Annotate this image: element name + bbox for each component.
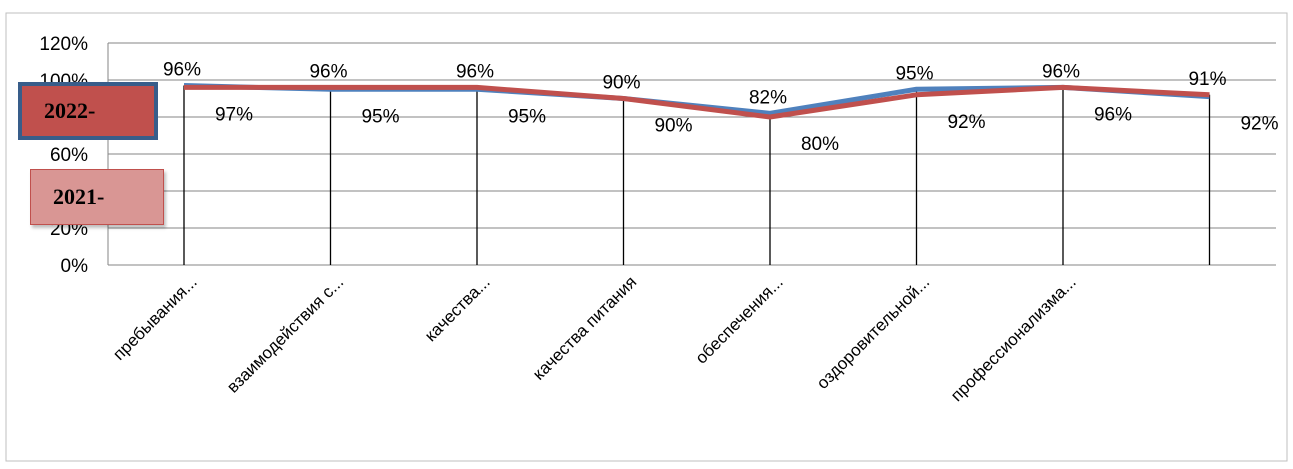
legend-2021: 2021-	[30, 169, 164, 225]
data-label: 97%	[215, 104, 253, 125]
data-label: 82%	[749, 87, 787, 108]
series-layer	[183, 83, 1210, 120]
data-label-layer: 96% 97% 96% 95% 96% 95% 90% 90% 82% 80% 95% 92% 96% 9…	[163, 60, 1279, 155]
data-label: 95%	[508, 106, 546, 127]
y-tick-label: 120%	[39, 34, 88, 55]
data-label: 90%	[654, 116, 692, 137]
data-label: 95%	[361, 106, 399, 127]
data-label: 96%	[1094, 104, 1132, 125]
data-label: 80%	[801, 134, 839, 155]
series-line-2021	[184, 84, 1210, 120]
grid-layer	[107, 42, 1276, 266]
legend-2022: 2022-	[18, 82, 158, 140]
vertical-line-layer	[183, 85, 1211, 265]
legend-2022-label: 2022-	[44, 98, 96, 123]
data-label: 92%	[1240, 114, 1278, 135]
data-label: 96%	[163, 60, 201, 81]
data-label: 91%	[1188, 69, 1226, 90]
y-tick-label: 60%	[50, 145, 88, 166]
y-tick-label: 0%	[61, 256, 89, 277]
data-label: 95%	[895, 63, 933, 84]
data-label: 90%	[602, 73, 640, 94]
data-label: 96%	[309, 61, 347, 82]
data-label: 96%	[1042, 61, 1080, 82]
data-label: 96%	[456, 61, 494, 82]
legend-2021-label: 2021-	[53, 184, 105, 209]
data-label: 92%	[947, 112, 985, 133]
